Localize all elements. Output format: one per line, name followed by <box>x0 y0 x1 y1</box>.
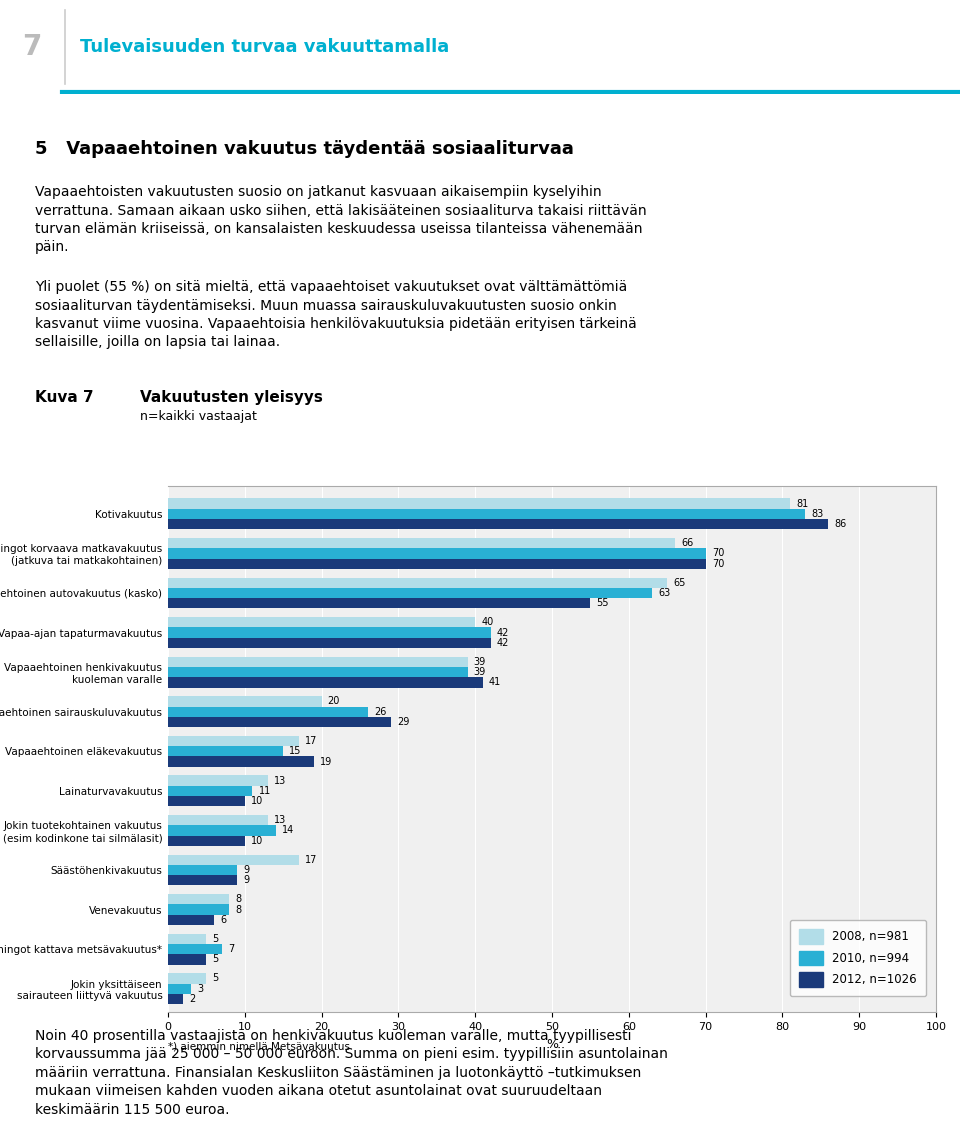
Text: 13: 13 <box>274 816 286 825</box>
Bar <box>168 558 706 569</box>
Bar <box>168 974 206 984</box>
Text: 10: 10 <box>251 836 263 845</box>
Bar <box>168 796 245 807</box>
Text: 7: 7 <box>22 33 41 61</box>
Text: 15: 15 <box>289 746 301 756</box>
Text: 5: 5 <box>212 934 219 944</box>
Bar <box>168 677 483 688</box>
Bar <box>168 776 268 786</box>
Text: 81: 81 <box>796 499 808 509</box>
Text: 13: 13 <box>274 776 286 786</box>
Text: 19: 19 <box>320 756 332 766</box>
Text: 66: 66 <box>681 538 693 548</box>
Legend: 2008, n=981, 2010, n=994, 2012, n=1026: 2008, n=981, 2010, n=994, 2012, n=1026 <box>790 920 926 996</box>
Text: 20: 20 <box>327 697 340 707</box>
Text: 29: 29 <box>396 717 409 728</box>
Bar <box>168 994 183 1004</box>
Bar <box>168 657 468 667</box>
Text: 14: 14 <box>281 826 294 835</box>
X-axis label: %: % <box>546 1038 558 1050</box>
Text: 63: 63 <box>658 588 670 598</box>
Bar <box>168 588 652 598</box>
Text: 5: 5 <box>212 974 219 984</box>
Text: n=kaikki vastaajat: n=kaikki vastaajat <box>140 411 257 423</box>
Bar <box>168 825 276 835</box>
Bar <box>168 915 214 925</box>
Text: 11: 11 <box>258 786 271 796</box>
Bar <box>168 746 283 756</box>
Text: 6: 6 <box>220 915 227 924</box>
Text: 55: 55 <box>596 598 609 609</box>
Text: 7: 7 <box>228 944 234 954</box>
Bar <box>168 736 299 746</box>
Bar <box>168 548 706 558</box>
Text: 8: 8 <box>235 895 242 904</box>
Bar <box>168 905 229 915</box>
Bar <box>168 865 237 875</box>
Bar <box>168 519 828 530</box>
Bar <box>168 499 790 509</box>
Bar <box>168 835 245 845</box>
Text: 39: 39 <box>473 667 486 677</box>
Bar <box>168 598 590 609</box>
Bar <box>168 984 191 994</box>
Bar <box>168 875 237 885</box>
Bar <box>168 538 675 548</box>
Text: 2: 2 <box>189 994 196 1004</box>
Text: 10: 10 <box>251 796 263 807</box>
Text: 86: 86 <box>834 519 847 530</box>
Text: 9: 9 <box>243 875 250 885</box>
Text: 9: 9 <box>243 865 250 875</box>
Text: Tulevaisuuden turvaa vakuuttamalla: Tulevaisuuden turvaa vakuuttamalla <box>80 38 449 56</box>
Bar <box>168 578 667 588</box>
Bar <box>168 954 206 964</box>
Text: 70: 70 <box>711 548 724 558</box>
Bar <box>168 637 491 648</box>
Text: 42: 42 <box>496 628 509 637</box>
Text: Noin 40 prosentilla vastaajista on henkivakuutus kuoleman varalle, mutta tyypill: Noin 40 prosentilla vastaajista on henki… <box>35 1028 668 1117</box>
Bar <box>168 627 491 637</box>
Text: 3: 3 <box>197 984 204 994</box>
Bar <box>168 697 322 707</box>
Bar <box>168 934 206 944</box>
Text: 40: 40 <box>481 618 493 627</box>
Text: 65: 65 <box>673 578 685 588</box>
Text: 41: 41 <box>489 677 501 688</box>
Text: 42: 42 <box>496 638 509 648</box>
Text: Vakuutusten yleisyys: Vakuutusten yleisyys <box>140 390 323 405</box>
Bar <box>168 756 314 766</box>
Text: 70: 70 <box>711 558 724 569</box>
Text: Vapaaehtoisten vakuutusten suosio on jatkanut kasvuaan aikaisempiin kyselyihin
v: Vapaaehtoisten vakuutusten suosio on jat… <box>35 185 647 254</box>
Text: Yli puolet (55 %) on sitä mieltä, että vapaaehtoiset vakuutukset ovat välttämätt: Yli puolet (55 %) on sitä mieltä, että v… <box>35 280 636 349</box>
Bar <box>168 895 229 905</box>
Text: Kuva 7: Kuva 7 <box>35 390 94 405</box>
Bar <box>168 717 391 728</box>
Text: 39: 39 <box>473 657 486 667</box>
Text: 17: 17 <box>304 736 317 746</box>
Text: *) aiemmin nimellä Metsävakuutus: *) aiemmin nimellä Metsävakuutus <box>168 1041 350 1051</box>
Bar <box>168 667 468 677</box>
Bar <box>168 944 222 954</box>
Text: 83: 83 <box>811 509 824 519</box>
Text: 26: 26 <box>373 707 386 717</box>
Bar <box>168 815 268 825</box>
Text: 17: 17 <box>304 855 317 865</box>
Bar <box>168 617 475 627</box>
Text: 8: 8 <box>235 905 242 914</box>
Text: 5   Vapaaehtoinen vakuutus täydentää sosiaaliturvaa: 5 Vapaaehtoinen vakuutus täydentää sosia… <box>35 141 574 158</box>
Bar <box>168 509 805 519</box>
Text: 5: 5 <box>212 954 219 964</box>
Bar <box>168 855 299 865</box>
Bar <box>168 707 368 717</box>
Bar <box>168 786 252 796</box>
